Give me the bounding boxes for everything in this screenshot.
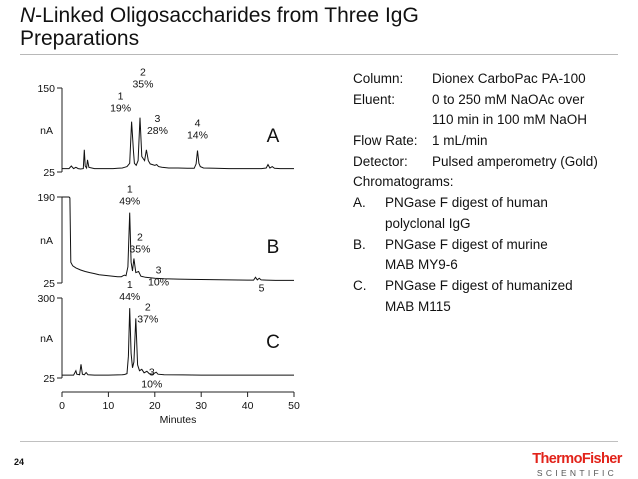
- peak-number: 4: [195, 117, 201, 129]
- y-axis-label: nA: [40, 235, 53, 247]
- x-tick-label: 50: [288, 400, 300, 412]
- y-tick-label: 190: [37, 192, 55, 204]
- footer-divider: [20, 441, 618, 442]
- y-tick-label: 300: [37, 293, 55, 305]
- peak-number: 3: [156, 265, 162, 277]
- peak-percent: 19%: [110, 103, 131, 115]
- peak-percent: 35%: [129, 244, 150, 256]
- y-axis-label: nA: [40, 333, 53, 345]
- info-row-eluent-cont: 110 min in 100 mM NaOH: [353, 110, 638, 131]
- thermofisher-logo: ThermoFisher SCIENTIFIC: [527, 452, 627, 479]
- peak-number: 2: [140, 67, 146, 79]
- peak-number: 3: [155, 113, 161, 125]
- chromatogram-item-line1: PNGase F digest of humanized: [385, 277, 573, 293]
- chromatogram-item-letter: C.: [353, 277, 367, 293]
- info-row-detector: Detector: Pulsed amperometry (Gold): [353, 152, 638, 173]
- info-label-chromatograms: Chromatograms:: [353, 174, 454, 190]
- slide-title-italic: N: [20, 4, 36, 27]
- logo-main-text: ThermoFisher: [532, 451, 622, 467]
- peak-percent: 10%: [148, 277, 169, 289]
- info-value-eluent-2: 110 min in 100 mM NaOH: [432, 112, 588, 128]
- info-label-eluent: Eluent:: [353, 91, 396, 107]
- chromatogram-trace-c: [62, 308, 294, 376]
- peak-percent: 37%: [137, 313, 158, 325]
- info-row-chromatograms: Chromatograms:: [353, 172, 638, 193]
- peak-number: 1: [127, 279, 133, 291]
- slide-title-rest: -Linked Oligosaccharides from Three IgG …: [20, 4, 419, 50]
- panel-label-b: B: [267, 237, 280, 258]
- peak-number: 5: [259, 282, 265, 294]
- x-tick-label: 10: [103, 400, 115, 412]
- info-value-detector: Pulsed amperometry (Gold): [432, 153, 598, 169]
- peak-number: 1: [127, 184, 133, 196]
- y-tick-label: 25: [43, 167, 55, 179]
- chromatogram-item-line2: polyclonal IgG: [385, 215, 471, 231]
- info-row-flow: Flow Rate: 1 mL/min: [353, 131, 638, 152]
- peak-percent: 35%: [132, 79, 153, 91]
- chromatogram-item-line1: PNGase F digest of murine: [385, 236, 548, 252]
- x-axis-label: Minutes: [160, 414, 197, 426]
- info-row-column: Column: Dionex CarboPac PA-100: [353, 69, 638, 90]
- page-number: 24: [14, 457, 25, 467]
- chromatogram-trace-b: [62, 196, 294, 281]
- peak-percent: 49%: [119, 196, 140, 208]
- info-label-detector: Detector:: [353, 153, 408, 169]
- method-info: Column: Dionex CarboPac PA-100 Eluent: 0…: [353, 69, 638, 317]
- x-tick-label: 40: [242, 400, 254, 412]
- chromatogram-item-b-cont: MAB MY9-6: [353, 255, 638, 276]
- peak-percent: 10%: [141, 378, 162, 390]
- title-divider: [20, 54, 618, 55]
- info-value-column: Dionex CarboPac PA-100: [432, 71, 586, 86]
- info-row-eluent: Eluent: 0 to 250 mM NaOAc over: [353, 90, 638, 111]
- y-tick-label: 150: [37, 83, 55, 95]
- chromatogram-item-c: C. PNGase F digest of humanized: [353, 276, 638, 297]
- chromatogram-trace-a: [62, 117, 294, 170]
- chromatogram-item-b: B. PNGase F digest of murine: [353, 235, 638, 256]
- x-tick-label: 30: [195, 400, 207, 412]
- panel-label-c: C: [266, 332, 280, 353]
- info-value-flow: 1 mL/min: [432, 133, 488, 149]
- y-tick-label: 25: [43, 278, 55, 290]
- chromatogram-item-line2: MAB M115: [385, 298, 451, 314]
- chromatogram-item-c-cont: MAB M115: [353, 297, 638, 318]
- peak-number: 2: [137, 232, 143, 244]
- info-label-column: Column:: [353, 71, 404, 86]
- chromatogram-item-a: A. PNGase F digest of human: [353, 193, 638, 214]
- peak-percent: 14%: [187, 129, 208, 141]
- logo-sub-text: SCIENTIFIC: [536, 468, 618, 478]
- panel-label-a: A: [267, 126, 280, 147]
- y-axis-label: nA: [40, 125, 53, 137]
- info-value-eluent-1: 0 to 250 mM NaOAc over: [432, 91, 585, 107]
- peak-number: 1: [118, 91, 124, 103]
- peak-number: 2: [145, 301, 151, 313]
- info-label-flow: Flow Rate:: [353, 133, 418, 149]
- chromatogram-item-a-cont: polyclonal IgG: [353, 214, 638, 235]
- y-tick-label: 25: [43, 373, 55, 385]
- chromatogram-item-letter: A.: [353, 195, 366, 211]
- chromatogram-item-letter: B.: [353, 236, 366, 252]
- peak-percent: 44%: [119, 291, 140, 303]
- chromatogram-item-line2: MAB MY9-6: [385, 257, 458, 273]
- peak-number: 3: [149, 366, 155, 378]
- peak-percent: 28%: [147, 125, 168, 137]
- chromatogram-item-line1: PNGase F digest of human: [385, 195, 548, 211]
- x-tick-label: 0: [59, 400, 65, 412]
- x-tick-label: 20: [149, 400, 161, 412]
- slide-title: N-Linked Oligosaccharides from Three IgG…: [20, 4, 540, 50]
